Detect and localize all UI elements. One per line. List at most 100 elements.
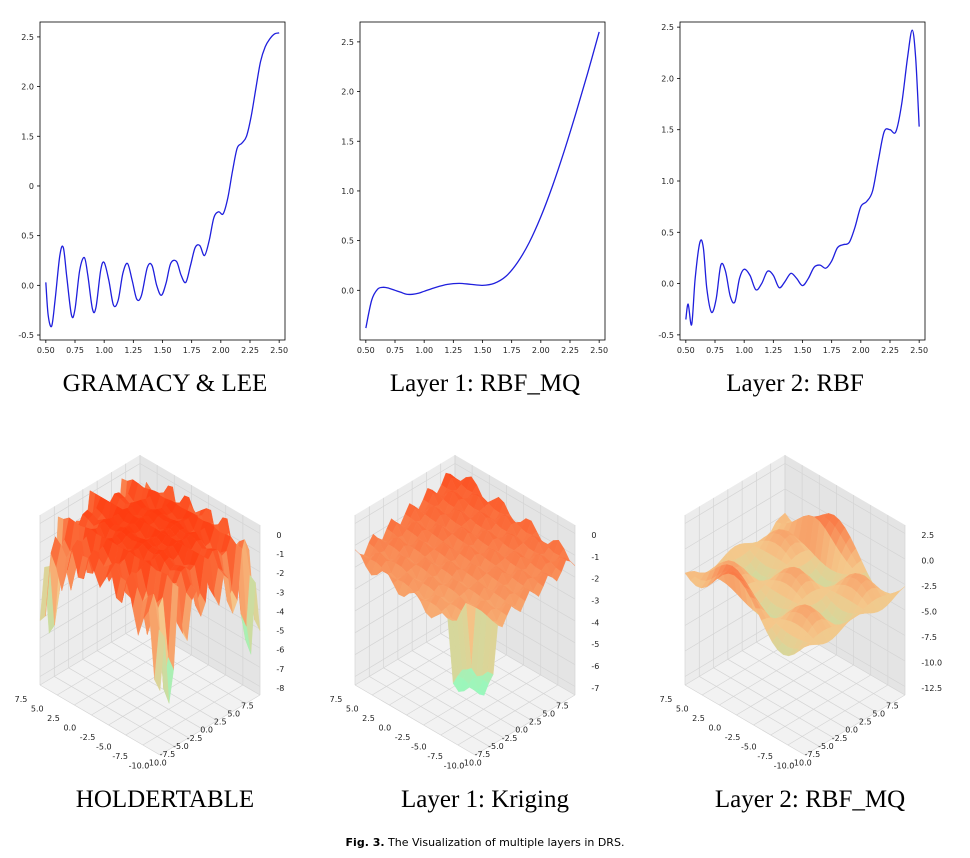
series-line bbox=[365, 31, 600, 329]
x-tick-label: 2.5 bbox=[214, 718, 227, 727]
figure-caption-label: Fig. 3. bbox=[345, 836, 385, 849]
grid-line bbox=[719, 644, 820, 706]
z-tick-label: -1 bbox=[276, 550, 284, 559]
x-tick-label: -10.0 bbox=[146, 758, 167, 767]
y-tick-label: -10.0 bbox=[774, 762, 795, 771]
x-tick-label: -2.5 bbox=[502, 734, 518, 743]
x-tick-label: 1.00 bbox=[415, 346, 433, 355]
x-tick-label: 0.0 bbox=[515, 726, 528, 735]
grid-line bbox=[440, 674, 541, 736]
y-tick-label: 7.5 bbox=[660, 695, 673, 704]
surface-mesh bbox=[684, 512, 906, 657]
y-tick-label: -2.5 bbox=[80, 733, 96, 742]
z-tick-label: -12.5 bbox=[921, 684, 942, 693]
z-tick-label: -3 bbox=[591, 596, 599, 605]
grid-line bbox=[736, 654, 837, 716]
y-tick-label: 0.0 bbox=[378, 724, 391, 733]
x-tick-label: 0.50 bbox=[677, 346, 695, 355]
grid-line bbox=[684, 684, 806, 756]
z-grid-line bbox=[39, 463, 261, 534]
y-tick-label: 0.0 bbox=[661, 280, 674, 289]
grid-line bbox=[354, 624, 456, 686]
y-tick-label: 5.0 bbox=[346, 705, 359, 714]
z-tick-label: 0 bbox=[276, 531, 281, 540]
y-tick-label: -5.0 bbox=[741, 743, 757, 752]
grid-line bbox=[54, 676, 175, 747]
z-tick-label: -8 bbox=[276, 684, 284, 693]
grid-line bbox=[397, 658, 519, 730]
y-tick-label: 0.5 bbox=[661, 228, 674, 237]
z-grid-line bbox=[354, 463, 576, 534]
series-line bbox=[685, 29, 920, 326]
x-tick-label: 5.0 bbox=[542, 709, 555, 718]
plot-layer1-rbf-mq: 0.50 0.75 1.00 1.25 1.50 1.75 2.00 2.25 2.50 0.0 0… bbox=[320, 10, 620, 360]
z-tick-label: -7 bbox=[276, 665, 284, 674]
y-tick-label: -10.0 bbox=[129, 762, 150, 771]
surface-facet bbox=[469, 687, 480, 695]
grid-line bbox=[369, 676, 490, 747]
z-tick-label: -5 bbox=[591, 640, 599, 649]
y-tick-label: 2.5 bbox=[692, 714, 705, 723]
x-tick-label: -2.5 bbox=[187, 734, 203, 743]
plot-frame bbox=[359, 21, 606, 341]
y-tick-label: 1.5 bbox=[661, 126, 674, 135]
floor-pane bbox=[685, 625, 905, 755]
x-tick-label: 2.00 bbox=[212, 346, 230, 355]
x-tick-label: 1.75 bbox=[183, 346, 201, 355]
y-tick-label: -0.5 bbox=[658, 331, 674, 340]
x-tick-label: 2.25 bbox=[241, 346, 259, 355]
x-tick-label: 7.5 bbox=[556, 701, 569, 710]
x-tick-label: 2.00 bbox=[852, 346, 870, 355]
z-tick-label: -2.5 bbox=[921, 582, 937, 591]
x-tick-label: -7.5 bbox=[475, 750, 491, 759]
x-tick-label: -5.0 bbox=[488, 742, 504, 751]
surface-layer2-rbf-mq: 2.5 0.0 -2.5 -5.0 -7.5 -10.0 -12.5 -10.0 -7.5 -5.… bbox=[660, 415, 945, 775]
x-tick-label: -7.5 bbox=[805, 750, 821, 759]
x-tick-label: 0.75 bbox=[706, 346, 724, 355]
z-tick-label: -1 bbox=[591, 553, 599, 562]
x-tick-label: 0.50 bbox=[357, 346, 375, 355]
plot-layer2-rbf: 0.50 0.75 1.00 1.25 1.50 1.75 2.00 2.25 2.50 -0.5… bbox=[640, 10, 940, 360]
caption-holdertable: HOLDERTABLE bbox=[75, 786, 255, 813]
layer1-rbf-mq-svg: 0.50 0.75 1.00 1.25 1.50 1.75 2.00 2.25 2.50 0.0 0… bbox=[341, 21, 608, 355]
x-tick-label: 5.0 bbox=[227, 709, 240, 718]
grid-line bbox=[108, 664, 209, 726]
x-tick-label: 1.75 bbox=[503, 346, 521, 355]
y-tick-label: 5.0 bbox=[676, 705, 689, 714]
x-tick-label: 1.50 bbox=[794, 346, 812, 355]
caption-layer1-kriging: Layer 1: Kriging bbox=[400, 786, 569, 813]
grid-line bbox=[125, 633, 246, 704]
caption-layer1-rbf-mq: Layer 1: RBF_MQ bbox=[389, 370, 581, 397]
x-tick-label: 2.50 bbox=[910, 346, 928, 355]
grid-line bbox=[474, 694, 576, 756]
y-tick-label: 2.5 bbox=[341, 38, 354, 47]
grid-line bbox=[159, 694, 261, 756]
y-tick-label: 7.5 bbox=[15, 695, 28, 704]
y-tick-label: -5.0 bbox=[96, 743, 112, 752]
y-tick-label: 0.0 bbox=[708, 724, 721, 733]
grid-line bbox=[56, 634, 158, 696]
grid-line bbox=[753, 664, 854, 726]
y-tick-label: 2.0 bbox=[341, 88, 354, 97]
z-tick-label: 0 bbox=[591, 531, 596, 540]
grid-line bbox=[457, 684, 559, 746]
figure-caption-text: The Visualization of multiple layers in … bbox=[388, 836, 625, 849]
z-tick-label: -3 bbox=[276, 588, 284, 597]
z-tick-label: -5 bbox=[276, 627, 284, 636]
x-tick-label: -7.5 bbox=[160, 750, 176, 759]
x-tick-label: 1.75 bbox=[823, 346, 841, 355]
z-tick-label: -5.0 bbox=[921, 607, 937, 616]
surface-holdertable: 0 -1 -2 -3 -4 -5 -6 -7 -8 -10.0 -7.5 -5.0 -2.5 0.0 2.5… bbox=[15, 415, 300, 775]
y-tick-label: 0.5 bbox=[341, 237, 354, 246]
y-tick-label: -5.0 bbox=[411, 743, 427, 752]
grid-line bbox=[770, 674, 871, 736]
y-tick-label: 2.5 bbox=[21, 33, 34, 42]
grid-line bbox=[82, 658, 204, 730]
grid-line bbox=[96, 650, 218, 722]
grid-line bbox=[699, 676, 820, 747]
grid-line bbox=[68, 667, 189, 739]
x-tick-label: 0.75 bbox=[66, 346, 84, 355]
y-tick-label: 1.5 bbox=[21, 132, 34, 141]
x-tick-label: 1.50 bbox=[474, 346, 492, 355]
y-tick-label: 7.5 bbox=[330, 695, 343, 704]
